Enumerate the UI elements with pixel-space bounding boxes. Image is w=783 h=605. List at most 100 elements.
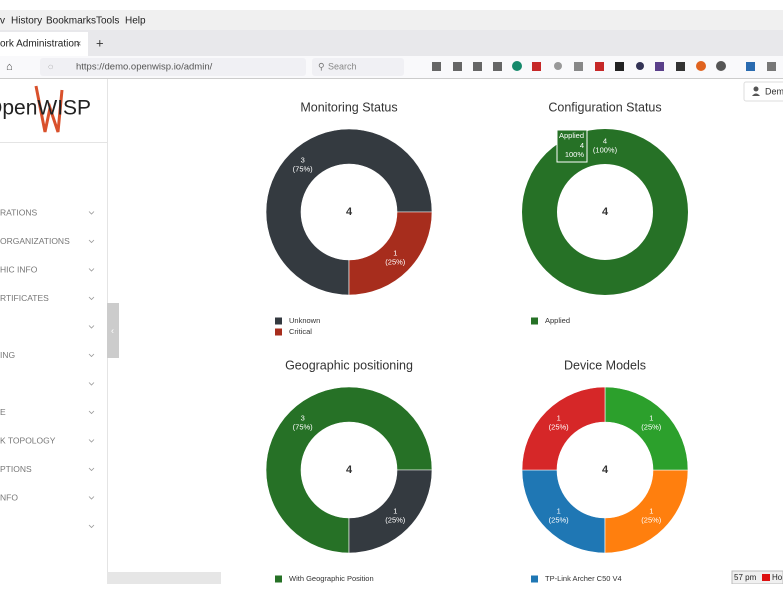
slice-percent: (75%) [293, 423, 314, 432]
slice-value: 4 [603, 136, 607, 145]
icon[interactable] [655, 62, 664, 71]
sidebar-item[interactable]: RATIONS [0, 207, 37, 217]
slice-percent: (75%) [293, 165, 314, 174]
sidebar-item[interactable]: ORGANIZATIONS [0, 236, 70, 246]
chart-total: 4 [602, 464, 609, 476]
chart-title: Device Models [564, 358, 646, 372]
legend-swatch [275, 328, 282, 336]
chevron [88, 325, 95, 329]
user-icon [752, 93, 760, 96]
icon[interactable] [554, 62, 562, 70]
sidebar-item[interactable]: PTIONS [0, 464, 32, 474]
legend-swatch [275, 317, 282, 325]
chevron [88, 439, 95, 443]
legend-swatch [275, 575, 282, 583]
toolbar-icons [432, 61, 776, 71]
icon[interactable] [676, 62, 685, 71]
slice-value: 1 [393, 506, 397, 515]
sidebar-item[interactable]: E [0, 407, 6, 417]
legend-label[interactable]: Critical [289, 327, 312, 336]
slice-value: 1 [649, 506, 653, 515]
legend-label[interactable]: Unknown [289, 316, 320, 325]
icon[interactable] [716, 61, 726, 71]
search-bar[interactable] [312, 58, 404, 76]
slice-percent: (25%) [641, 423, 662, 432]
donut-slice [348, 469, 433, 554]
slice-value: 3 [301, 414, 305, 423]
search-icon: ⚲ [318, 61, 325, 71]
chart-title: Monitoring Status [300, 100, 397, 114]
menu-item[interactable]: Help [125, 16, 146, 27]
slice-value: 3 [301, 156, 305, 165]
flag-icon [762, 574, 770, 581]
icon[interactable] [512, 61, 522, 71]
url: https://demo.openwisp.io/admin/ [76, 62, 213, 73]
chevron [88, 467, 95, 472]
slice-value: 1 [557, 506, 561, 515]
bottom-margin [0, 584, 783, 600]
icon[interactable] [493, 62, 502, 71]
icon[interactable] [595, 62, 604, 71]
sidebar-item[interactable]: ING [0, 350, 15, 360]
icon[interactable] [453, 62, 462, 71]
tab-title: ork Administration [0, 39, 79, 50]
menu-item[interactable]: v [0, 16, 5, 27]
user-icon [753, 86, 759, 92]
icon[interactable] [615, 62, 624, 71]
legend-label[interactable]: With Geographic Position [289, 574, 374, 583]
legend-label[interactable]: Applied [545, 316, 570, 325]
sidebar-toggle[interactable] [107, 303, 119, 358]
chevron [88, 382, 95, 386]
slice-percent: (25%) [385, 515, 406, 524]
chevron [88, 410, 95, 415]
menu-item[interactable]: Tools [96, 16, 119, 27]
icon[interactable] [696, 61, 706, 71]
chart-total: 4 [602, 206, 609, 218]
legend-swatch [531, 575, 538, 583]
sidebar-item[interactable]: RTIFICATES [0, 293, 49, 303]
sidebar-item[interactable]: HIC INFO [0, 264, 38, 274]
icon[interactable] [574, 62, 583, 71]
chevron [88, 524, 95, 529]
new-tab[interactable]: + [96, 35, 104, 50]
donut-slice [265, 128, 433, 296]
tooltip [556, 129, 588, 163]
donut-slice [522, 129, 688, 295]
url-bar[interactable] [40, 58, 306, 76]
user-button[interactable] [743, 81, 783, 102]
sidebar-item[interactable]: NFO [0, 492, 18, 502]
logo-mark [34, 85, 64, 133]
sidebar-item[interactable]: K TOPOLOGY [0, 435, 56, 445]
search-placeholder: Search [328, 61, 357, 71]
tab[interactable] [0, 32, 88, 56]
slice-percent: (25%) [385, 257, 406, 266]
tooltip-value: 4 [580, 141, 584, 150]
menu-item[interactable]: Bookmarks [46, 16, 96, 27]
toggle-icon: ‹ [111, 325, 114, 335]
slice-value: 1 [393, 248, 397, 257]
chevron [88, 353, 95, 358]
chart-title: Geographic positioning [285, 358, 413, 372]
legend-swatch [531, 317, 538, 325]
icon[interactable] [746, 62, 755, 71]
dashboard: Monitoring Status3(75%)Unknown1(25%)Crit… [265, 100, 689, 583]
slice-value: 1 [649, 414, 653, 423]
shield-icon: ◌ [48, 61, 53, 71]
icon[interactable] [767, 62, 776, 71]
icon[interactable] [432, 62, 441, 71]
slice-percent: (25%) [641, 515, 662, 524]
scrollbar[interactable] [107, 572, 221, 584]
chart-total: 4 [346, 464, 353, 476]
chevron [88, 239, 95, 244]
icon[interactable] [636, 62, 644, 70]
legend-label[interactable]: TP-Link Archer C50 V4 [545, 574, 622, 583]
chevron [88, 296, 95, 301]
tab-close[interactable]: × [76, 38, 81, 48]
icon[interactable] [532, 62, 541, 71]
home-icon[interactable]: ⌂ [6, 61, 13, 73]
donut-slice [265, 386, 433, 554]
menu-item[interactable]: History [11, 16, 42, 27]
logo: OpenWISP [0, 97, 91, 120]
icon[interactable] [473, 62, 482, 71]
